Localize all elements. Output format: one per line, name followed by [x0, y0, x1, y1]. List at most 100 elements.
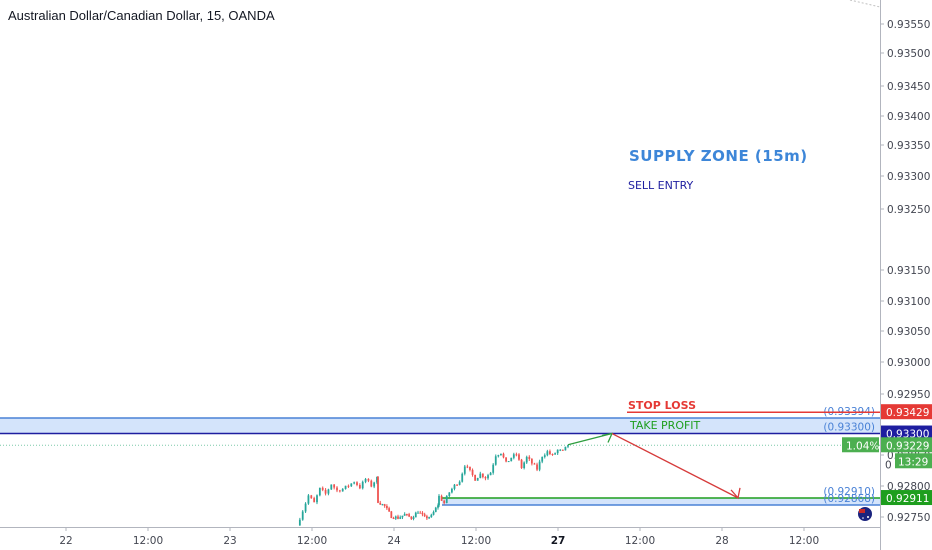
candle	[434, 507, 437, 512]
y-tick-label: 0.93400	[887, 111, 930, 123]
supply-zone	[0, 417, 880, 434]
candle	[561, 449, 564, 451]
candle	[367, 478, 370, 481]
y-tick-label: 0.93450	[887, 81, 930, 93]
candle	[321, 487, 324, 490]
candle	[502, 453, 505, 458]
candle	[432, 511, 435, 515]
stop-loss-badge: 0.93429	[886, 407, 929, 419]
flag-union	[859, 509, 865, 513]
sell-entry-badge-bg	[881, 425, 932, 441]
y-tick-label: 0.93550	[887, 19, 930, 31]
x-tick-label: 28	[715, 535, 728, 547]
candle	[530, 459, 533, 464]
candle	[324, 489, 327, 494]
candle	[487, 475, 489, 479]
countdown-label: 13:29	[898, 456, 928, 468]
candle	[333, 484, 336, 488]
candle	[474, 474, 477, 481]
y-tick-label: 0.93350	[887, 140, 930, 152]
candle	[445, 496, 448, 504]
flag-star	[867, 516, 869, 518]
candle	[388, 508, 391, 512]
candle	[564, 446, 567, 451]
candle	[461, 473, 464, 482]
candle	[304, 503, 307, 512]
take-profit-label: TAKE PROFIT	[629, 419, 701, 432]
y-tick-label: 0.92950	[887, 389, 930, 401]
candle	[528, 456, 531, 460]
x-tick-label: 12:00	[461, 535, 491, 547]
y-tick-label: 0.93100	[887, 296, 930, 308]
supply-zone-bottom-label: (0.93300)	[823, 422, 875, 434]
candle	[512, 454, 515, 458]
candle	[381, 504, 384, 506]
candle	[481, 473, 484, 478]
candle	[364, 478, 367, 482]
candle	[385, 505, 388, 509]
x-tick-label: 12:00	[297, 535, 327, 547]
candle	[507, 461, 510, 463]
candle	[310, 495, 313, 499]
candle	[525, 456, 528, 463]
candle	[403, 514, 406, 516]
x-tick-label: 12:00	[133, 535, 163, 547]
take-profit-badge-bg	[881, 490, 932, 506]
candle	[408, 514, 411, 517]
candle	[341, 488, 344, 492]
candle	[543, 455, 546, 457]
stop-loss-label: STOP LOSS	[628, 399, 696, 412]
candles-layer	[298, 445, 569, 526]
projection-down-arrowhead	[730, 487, 741, 500]
candle	[497, 455, 500, 457]
candle	[443, 500, 446, 504]
candle	[438, 495, 440, 506]
x-tick-label: 23	[223, 535, 236, 547]
candle	[401, 515, 404, 518]
y-tick-label: 0.93000	[887, 357, 930, 369]
candle	[327, 489, 330, 494]
candle	[350, 483, 353, 487]
candle	[353, 482, 356, 484]
trend-stub-line	[849, 0, 881, 8]
x-tick-label: 24	[387, 535, 401, 547]
candle	[373, 482, 376, 487]
x-tick-label: 12:00	[789, 535, 819, 547]
flag-star-2	[862, 517, 864, 519]
candle	[536, 464, 538, 470]
y-tick-label: 0.93050	[887, 326, 930, 338]
candle	[546, 451, 549, 456]
candle	[376, 476, 378, 483]
candle	[520, 459, 523, 468]
candle	[336, 487, 338, 491]
candle	[484, 477, 487, 479]
candle	[421, 512, 424, 515]
candle	[377, 476, 379, 503]
candle	[538, 461, 541, 470]
candle	[448, 492, 451, 497]
candle	[397, 516, 399, 519]
y-tick-label: 0.93500	[887, 48, 930, 60]
candle	[567, 445, 569, 447]
take-profit-bottom-label: (0.92868)	[823, 493, 875, 505]
candle	[347, 485, 350, 487]
candle	[500, 453, 502, 456]
candle	[379, 502, 382, 505]
candle	[510, 457, 513, 462]
candle	[533, 463, 536, 465]
y-tick-label: 0.92750	[887, 512, 930, 524]
change-badge-bg	[842, 437, 879, 453]
candle	[556, 449, 559, 454]
candle	[428, 517, 431, 519]
overlays-layer	[567, 432, 741, 500]
candle	[318, 487, 321, 496]
candle	[505, 457, 507, 462]
y-tick-label: 0.93150	[887, 265, 930, 277]
candle	[476, 477, 479, 481]
current-price-badge-bg	[881, 437, 932, 453]
candle	[392, 518, 395, 520]
candle	[344, 485, 347, 489]
candle	[338, 490, 341, 492]
projection-up-arrowhead	[601, 432, 614, 443]
